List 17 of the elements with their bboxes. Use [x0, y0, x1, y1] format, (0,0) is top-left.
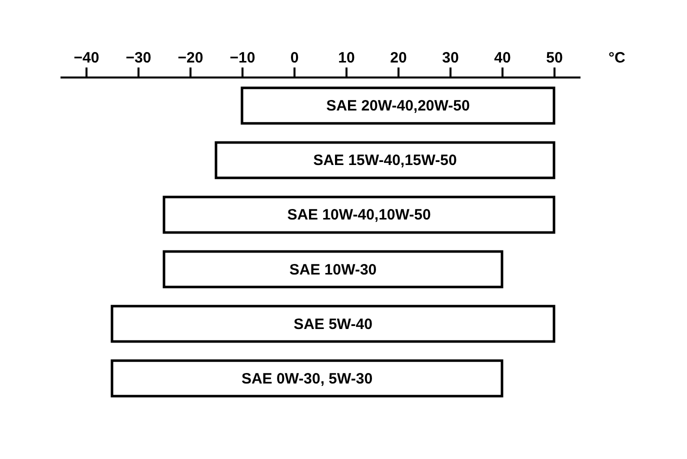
x-tick-label: 0	[290, 50, 299, 66]
x-tick-label: −10	[230, 50, 256, 66]
x-tick-label: 10	[338, 50, 355, 66]
y-tick-label: SAE 20W-40,20W-50	[326, 98, 470, 115]
x-tick-label: 40	[494, 50, 511, 66]
x-axis-title: °C	[608, 50, 626, 66]
y-tick-label: SAE 10W-30	[289, 261, 377, 278]
y-tick-label: SAE 15W-40,15W-50	[313, 152, 457, 170]
x-tick-label: 20	[390, 50, 407, 66]
x-tick-label: 30	[442, 50, 459, 66]
y-tick-label: SAE 5W-40	[294, 316, 372, 333]
y-tick-label: SAE 10W-40,10W-50	[287, 206, 431, 224]
x-tick-label: −20	[178, 50, 204, 66]
y-tick-label: SAE 0W-30, 5W-30	[241, 370, 373, 388]
x-tick-label: 50	[546, 50, 563, 66]
x-tick-label: −40	[74, 50, 100, 66]
x-tick-label: −30	[126, 50, 152, 66]
